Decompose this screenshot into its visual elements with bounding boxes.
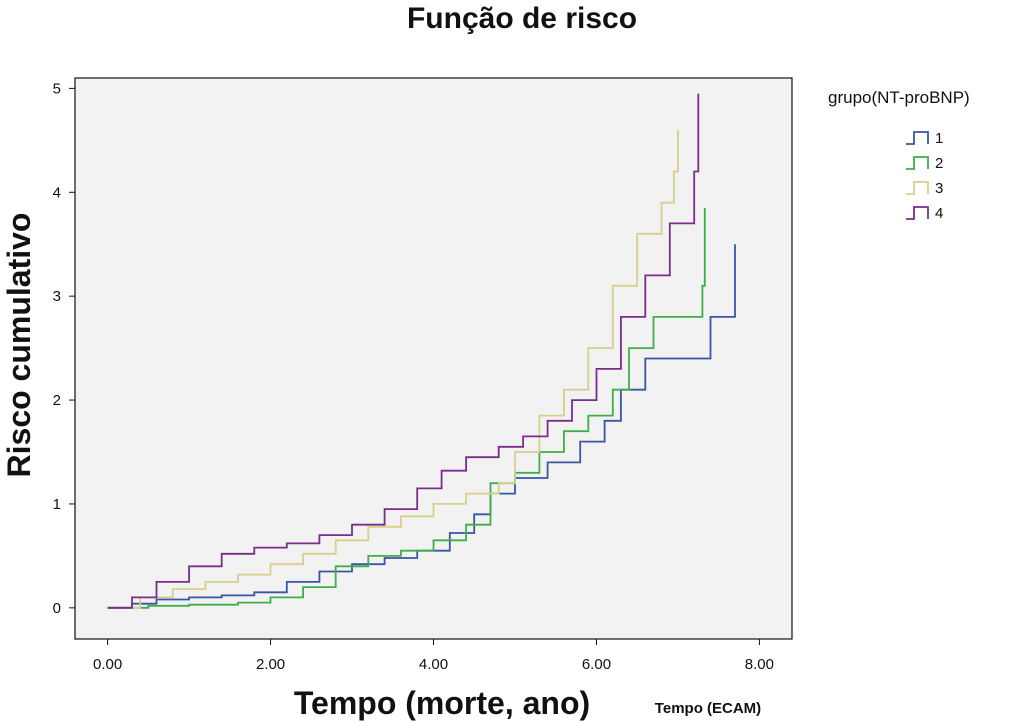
x-axis-note: Tempo (ECAM) [655,700,761,717]
y-tick-label: 3 [53,288,61,305]
x-tick-label: 8.00 [745,656,774,673]
legend-swatch-4 [906,206,929,220]
y-tick-label: 0 [53,600,61,617]
series-line-3 [107,129,679,609]
y-tick-label: 5 [53,80,61,97]
x-tick-label: 6.00 [582,656,611,673]
y-tick-label: 4 [53,184,61,201]
series-line-1 [107,244,736,609]
chart-title: Função de risco [407,2,637,35]
legend-item-2: 2 [935,155,943,172]
series-line-2 [107,207,706,609]
x-axis-label: Tempo (morte, ano) [294,685,590,721]
legend-title: grupo(NT-proBNP) [828,88,970,107]
legend-swatch-1 [906,131,929,145]
axis-ticks: 0.00 2.00 4.00 6.00 8.00 0 1 2 3 4 5 [53,80,774,673]
legend-swatch-2 [906,156,929,170]
y-tick-label: 2 [53,392,61,409]
x-tick-label: 2.00 [256,656,285,673]
y-tick-label: 1 [53,496,61,513]
legend-swatch-3 [906,181,929,195]
x-tick-label: 4.00 [419,656,448,673]
series-lines [107,93,736,609]
legend-item-1: 1 [935,130,943,147]
legend-item-3: 3 [935,180,943,197]
y-axis-label: Risco cumulativo [1,213,37,478]
legend: 1 2 3 4 [906,130,943,222]
x-tick-label: 0.00 [93,656,122,673]
series-line-4 [107,93,700,609]
legend-item-4: 4 [935,205,943,222]
